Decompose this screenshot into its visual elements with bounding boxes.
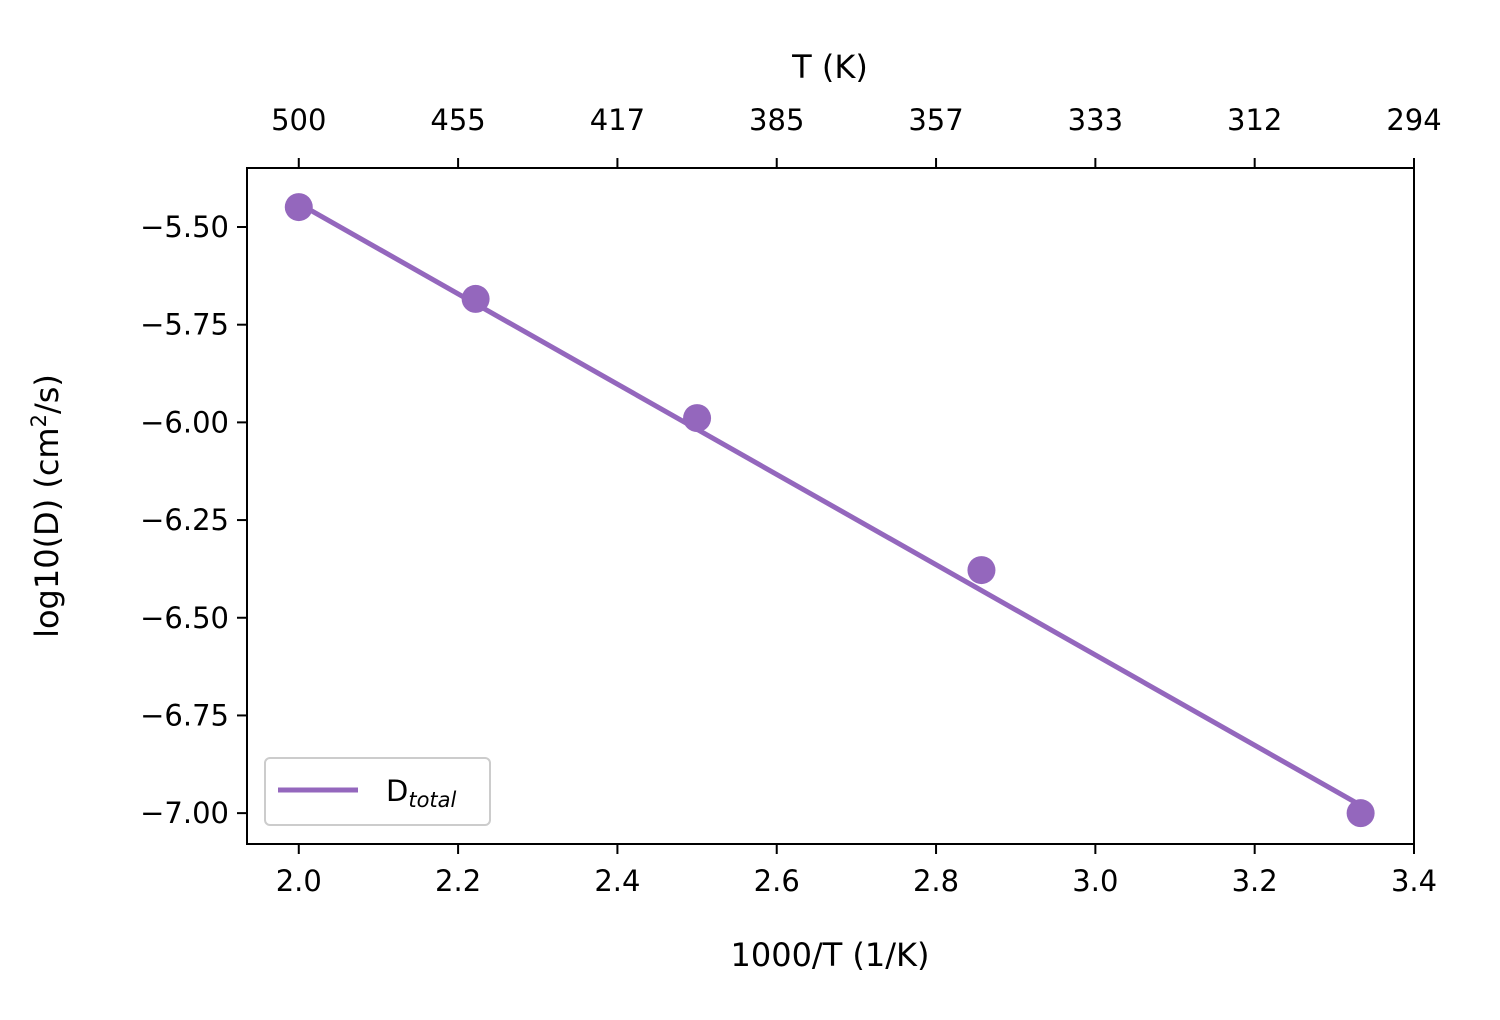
- y-tick-label: −6.75: [140, 698, 229, 732]
- y-tick-label: −7.00: [140, 796, 229, 830]
- data-point: [284, 193, 313, 222]
- data-point: [1346, 799, 1375, 828]
- top-x-tick-label: 385: [749, 103, 804, 137]
- x-tick-label: 3.2: [1232, 864, 1278, 898]
- x-tick-label: 2.2: [435, 864, 481, 898]
- top-x-tick-label: 312: [1227, 103, 1282, 137]
- axes: 2.0 2.2 2.4 2.6 2.8 3.0 3.2 3.4 500 455 417 385 357 3…: [140, 103, 1442, 898]
- plot-marks: [284, 193, 1375, 828]
- y-axis-label: log10(D) (cm2/s): [27, 374, 66, 638]
- data-point: [461, 284, 490, 313]
- legend: Dtotal: [264, 757, 491, 826]
- y-axis-label-tail: /s): [28, 374, 66, 414]
- y-tick-label: −6.25: [140, 503, 229, 537]
- y-axis-label-sup: 2: [27, 414, 51, 427]
- legend-label-sub: total: [408, 788, 456, 812]
- top-x-tick-label: 455: [430, 103, 485, 137]
- y-tick-label: −5.75: [140, 308, 229, 342]
- y-tick-label: −6.50: [140, 601, 229, 635]
- x-tick-label: 2.6: [754, 864, 800, 898]
- legend-label-main: D: [386, 774, 408, 808]
- top-x-tick-label: 500: [271, 103, 326, 137]
- top-x-tick-label: 417: [590, 103, 645, 137]
- data-point: [967, 556, 996, 585]
- x-tick-label: 2.4: [594, 864, 640, 898]
- legend-label: Dtotal: [386, 774, 457, 812]
- y-tick-label: −6.00: [140, 405, 229, 439]
- plot-frame: [246, 167, 1415, 845]
- y-axis-label-main: log10(D) (cm: [28, 427, 66, 638]
- top-x-tick-label: 294: [1386, 103, 1441, 137]
- legend-frame: [264, 757, 491, 826]
- x-tick-label: 2.8: [913, 864, 959, 898]
- x-axis-label: 1000/T (1/K): [730, 936, 929, 974]
- top-x-tick-label: 357: [908, 103, 963, 137]
- x-tick-label: 2.0: [276, 864, 322, 898]
- data-point: [683, 404, 712, 433]
- x-tick-label: 3.0: [1072, 864, 1118, 898]
- x-tick-label: 3.4: [1391, 864, 1437, 898]
- fit-line: [297, 201, 1362, 808]
- top-x-tick-label: 333: [1068, 103, 1123, 137]
- top-x-axis-label: T (K): [791, 48, 868, 86]
- y-tick-label: −5.50: [140, 210, 229, 244]
